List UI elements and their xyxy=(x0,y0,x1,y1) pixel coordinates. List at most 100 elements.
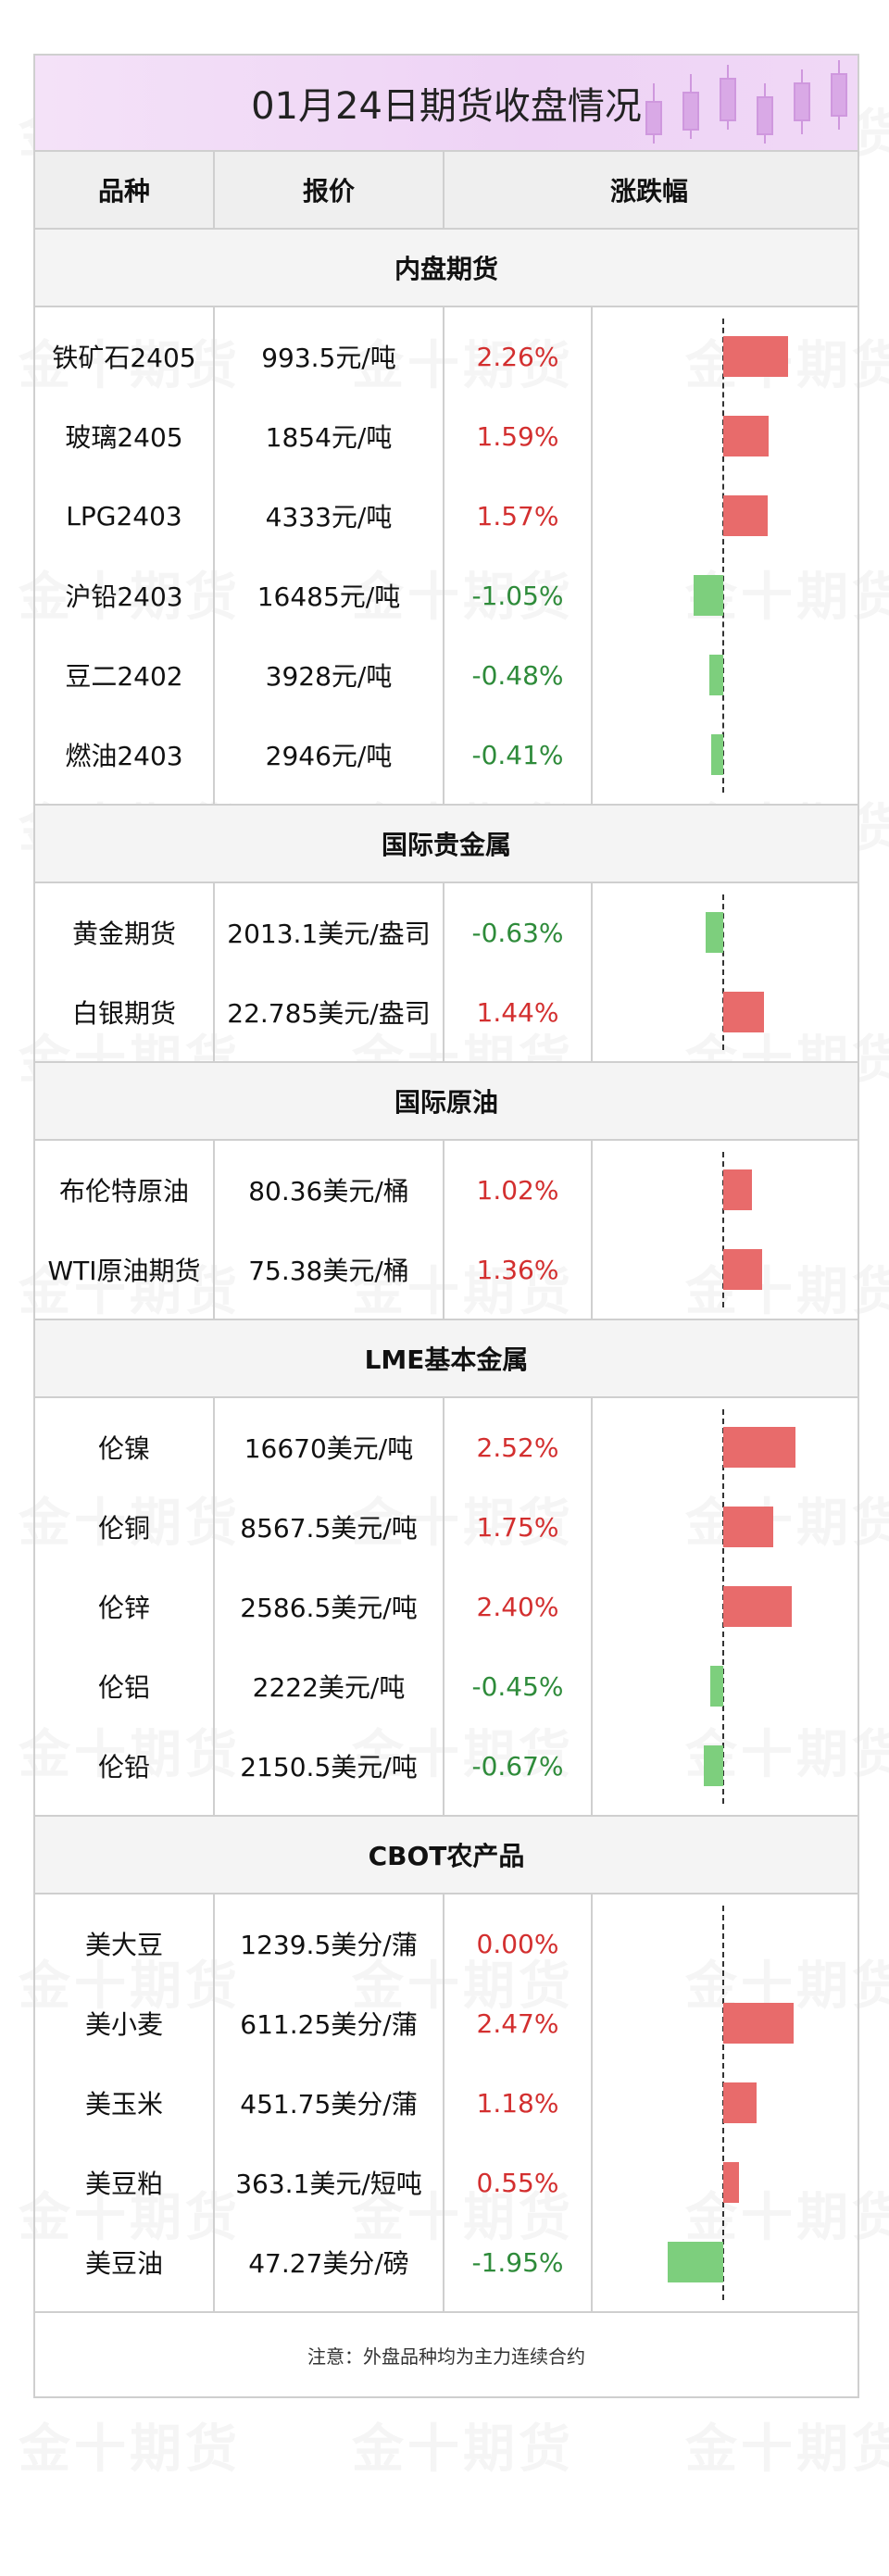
watermark-text: 金十期货 xyxy=(19,2420,241,2480)
bar-column xyxy=(593,307,854,804)
section-rows: 伦镍 伦铜 伦锌 伦铝 伦铅 16670美元/吨 8567.5美元/吨 2586.5美元/吨 2… xyxy=(35,1398,858,1817)
section-rows: 布伦特原油 WTI原油期货 80.36美元/桶 75.38美元/桶 1.02% 1.36% xyxy=(35,1141,858,1320)
change-value: -1.05% xyxy=(471,580,564,611)
table-header: 品种 报价 涨跌幅 xyxy=(35,152,858,230)
price-value: 451.75美分/蒲 xyxy=(240,2089,418,2120)
change-value: 1.44% xyxy=(476,996,559,1028)
price-value: 8567.5美元/吨 xyxy=(240,1513,418,1544)
change-value: 0.55% xyxy=(476,2167,559,2198)
bar-up xyxy=(723,1249,762,1290)
variety-name: 美玉米 xyxy=(84,2089,163,2120)
variety-name: 黄金期货 xyxy=(71,919,176,949)
price-value: 1239.5美分/蒲 xyxy=(240,1930,418,1960)
bar-column xyxy=(593,883,854,1061)
price-value: 75.38美元/桶 xyxy=(248,1256,409,1286)
zero-axis xyxy=(722,1152,724,1307)
section-rows: 铁矿石2405 玻璃2405 LPG2403 沪铅2403 豆二2402 燃油2403 99… xyxy=(35,307,858,806)
bar-column xyxy=(593,1398,854,1815)
price-value: 2946元/吨 xyxy=(265,741,393,771)
section-rows: 美大豆 美小麦 美玉米 美豆粕 美豆油 1239.5美分/蒲 611.25美分/蒲 451.7… xyxy=(35,1894,858,2313)
change-value: 1.59% xyxy=(476,420,559,452)
change-value: 0.00% xyxy=(476,1928,559,1959)
change-value: -1.95% xyxy=(471,2246,564,2278)
change-column: 1.02% 1.36% xyxy=(444,1141,593,1319)
change-value: 2.26% xyxy=(476,341,559,372)
change-value: 2.52% xyxy=(476,1432,559,1463)
title-bar: 01月24日期货收盘情况 xyxy=(35,56,858,152)
variety-name: 伦镍 xyxy=(97,1433,150,1464)
price-value: 4333元/吨 xyxy=(265,502,393,532)
candlestick-decoration-icon xyxy=(645,60,847,144)
price-value: 2222美元/吨 xyxy=(252,1672,406,1703)
price-value: 2150.5美元/吨 xyxy=(240,1752,418,1782)
section-title: CBOT农产品 xyxy=(35,1817,858,1894)
change-value: -0.41% xyxy=(471,739,564,770)
price-value: 3928元/吨 xyxy=(265,661,393,692)
section-title: LME基本金属 xyxy=(35,1320,858,1398)
price-value: 16670美元/吨 xyxy=(244,1433,414,1464)
zero-axis xyxy=(722,894,724,1050)
bar-down xyxy=(693,575,723,616)
bar-down xyxy=(705,912,723,953)
section-title: 国际贵金属 xyxy=(35,806,858,883)
variety-name: 铁矿石2405 xyxy=(52,343,196,373)
price-value: 2586.5美元/吨 xyxy=(240,1593,418,1623)
change-value: 2.40% xyxy=(476,1591,559,1622)
price-value: 47.27美分/磅 xyxy=(248,2248,409,2279)
change-column: 2.52% 1.75% 2.40% -0.45% -0.67% xyxy=(444,1398,593,1815)
variety-name: 白银期货 xyxy=(71,998,176,1029)
variety-column: 美大豆 美小麦 美玉米 美豆粕 美豆油 xyxy=(35,1894,215,2311)
bar-column xyxy=(593,1141,854,1319)
change-column: 2.26% 1.59% 1.57% -1.05% -0.48% -0.41% xyxy=(444,307,593,804)
bar-up xyxy=(723,1169,753,1210)
bar-up xyxy=(723,1507,773,1547)
change-value: 1.36% xyxy=(476,1254,559,1285)
change-value: -0.45% xyxy=(471,1670,564,1702)
bar-down xyxy=(711,734,723,775)
bar-down xyxy=(710,1666,723,1707)
price-value: 363.1美元/短吨 xyxy=(235,2169,422,2199)
bar-up xyxy=(723,2082,758,2123)
bar-up xyxy=(723,1586,792,1627)
header-change: 涨跌幅 xyxy=(609,176,688,206)
change-column: 0.00% 2.47% 1.18% 0.55% -1.95% xyxy=(444,1894,593,2311)
change-value: 1.75% xyxy=(476,1511,559,1543)
change-value: 2.47% xyxy=(476,2007,559,2039)
price-column: 993.5元/吨 1854元/吨 4333元/吨 16485元/吨 3928元/吨 294… xyxy=(215,307,444,804)
bar-down xyxy=(709,655,723,695)
price-value: 611.25美分/蒲 xyxy=(240,2009,418,2040)
bar-down xyxy=(668,2242,723,2282)
zero-axis xyxy=(722,319,724,793)
variety-name: WTI原油期货 xyxy=(47,1256,201,1286)
watermark-text: 金十期货 xyxy=(685,2420,889,2480)
variety-name: 美豆油 xyxy=(84,2248,163,2279)
bar-up xyxy=(723,2003,794,2044)
variety-name: 伦铅 xyxy=(97,1752,150,1782)
watermark-text: 金十期货 xyxy=(352,2420,574,2480)
variety-name: 美大豆 xyxy=(84,1930,163,1960)
change-value: 1.02% xyxy=(476,1174,559,1206)
header-price: 报价 xyxy=(215,152,444,228)
variety-name: 布伦特原油 xyxy=(58,1176,189,1207)
footnote: 注意：外盘品种均为主力连续合约 xyxy=(307,2345,585,2368)
price-value: 2013.1美元/盎司 xyxy=(227,919,431,949)
variety-name: 伦铝 xyxy=(97,1672,150,1703)
header-variety: 品种 xyxy=(35,152,215,228)
section-title: 内盘期货 xyxy=(35,230,858,307)
price-column: 1239.5美分/蒲 611.25美分/蒲 451.75美分/蒲 363.1美元/短吨… xyxy=(215,1894,444,2311)
change-value: -0.63% xyxy=(471,917,564,948)
variety-column: 铁矿石2405 玻璃2405 LPG2403 沪铅2403 豆二2402 燃油2403 xyxy=(35,307,215,804)
price-column: 80.36美元/桶 75.38美元/桶 xyxy=(215,1141,444,1319)
variety-name: LPG2403 xyxy=(66,500,182,531)
section-rows: 黄金期货白银期货 2013.1美元/盎司 22.785美元/盎司 -0.63% 1.44… xyxy=(35,883,858,1063)
variety-name: 豆二2402 xyxy=(65,661,183,692)
bar-up xyxy=(723,495,769,536)
change-value: -0.67% xyxy=(471,1750,564,1782)
price-value: 22.785美元/盎司 xyxy=(227,998,431,1029)
variety-name: 沪铅2403 xyxy=(65,581,183,612)
variety-column: 黄金期货 白银期货 xyxy=(35,883,215,1061)
price-column: 16670美元/吨 8567.5美元/吨 2586.5美元/吨 2222美元/吨 215… xyxy=(215,1398,444,1815)
variety-name: 燃油2403 xyxy=(65,741,183,771)
variety-name: 美豆粕 xyxy=(84,2169,163,2199)
bar-up xyxy=(723,1427,795,1468)
